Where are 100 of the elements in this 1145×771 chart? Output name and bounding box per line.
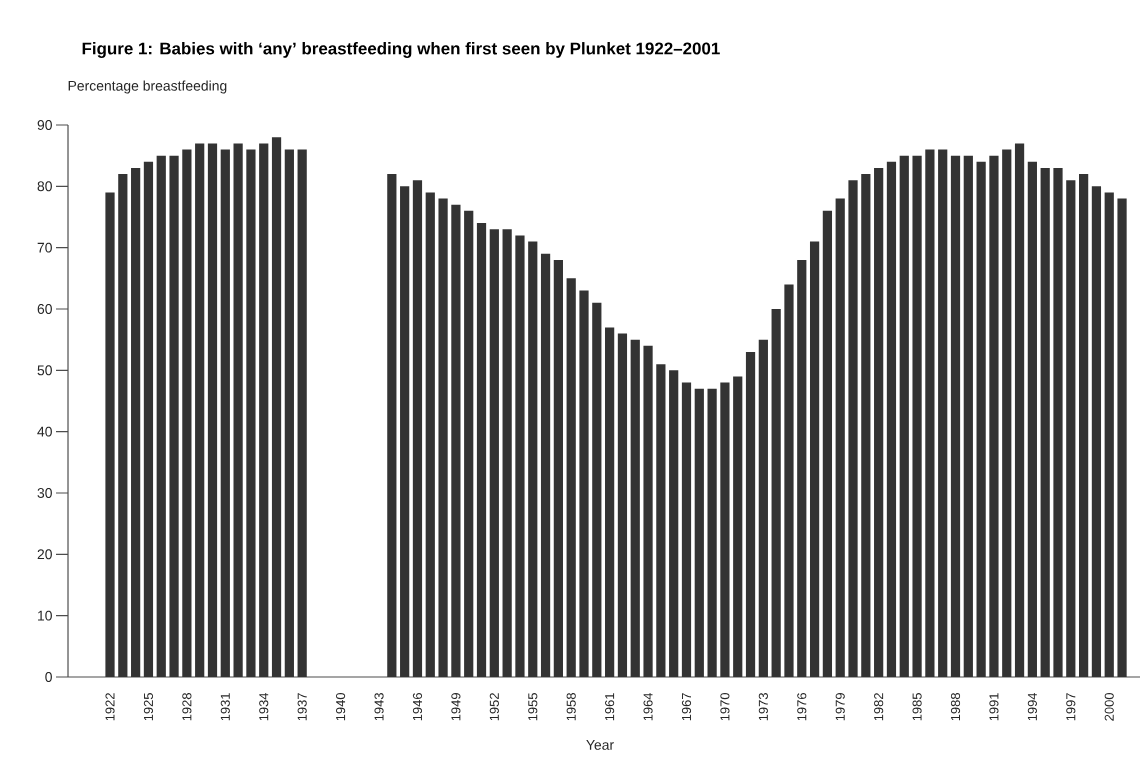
- y-tick-label: 0: [45, 672, 52, 682]
- x-tick-label: 1922: [105, 693, 115, 721]
- x-tick-label: 1991: [989, 693, 999, 721]
- bar: [412, 180, 423, 677]
- bar: [195, 143, 205, 677]
- y-tick-label: 10: [38, 610, 52, 621]
- bar: [950, 155, 961, 677]
- bar: [835, 198, 845, 677]
- bar: [297, 149, 307, 677]
- bar: [694, 388, 704, 677]
- bar: [1104, 192, 1114, 677]
- bar: [797, 259, 807, 677]
- x-tick-label: 1979: [835, 693, 845, 721]
- x-tick-label: 1967: [681, 693, 692, 721]
- bar: [118, 174, 128, 677]
- bar: [131, 167, 141, 677]
- bar: [169, 155, 179, 677]
- x-tick-label: 1955: [528, 693, 538, 721]
- bar: [233, 143, 243, 677]
- bar: [1027, 161, 1037, 677]
- bar: [989, 155, 999, 677]
- bar: [681, 382, 692, 677]
- x-tick-label: 1997: [1066, 693, 1076, 721]
- x-tick-label: 1946: [412, 693, 423, 721]
- bar: [669, 370, 679, 677]
- x-tick-label: 1976: [797, 693, 807, 721]
- x-tick-label: 1958: [566, 693, 576, 721]
- bar: [464, 210, 474, 677]
- bar: [143, 161, 154, 677]
- bar: [1053, 167, 1063, 677]
- bar: [1079, 174, 1089, 677]
- x-tick-label: 1940: [336, 693, 346, 721]
- bar: [976, 161, 986, 677]
- bar: [733, 376, 743, 677]
- bar: [771, 308, 781, 677]
- bar: [182, 149, 192, 677]
- bar: [284, 149, 294, 677]
- bar: [1091, 186, 1102, 677]
- bar: [476, 223, 487, 677]
- bar: [784, 284, 794, 677]
- bar: [1066, 180, 1076, 677]
- bar: [207, 143, 218, 677]
- bar: [745, 351, 756, 677]
- bar: [156, 155, 166, 677]
- y-tick-label: 20: [37, 549, 52, 560]
- bar: [656, 364, 666, 677]
- y-tick-label: 80: [37, 181, 52, 192]
- bar: [848, 180, 858, 677]
- bar: [105, 192, 115, 677]
- bar: [1014, 143, 1025, 677]
- x-tick-label: 1925: [143, 693, 154, 721]
- x-tick-label: 1961: [605, 693, 615, 721]
- bar: [886, 161, 897, 677]
- bar: [1002, 149, 1012, 677]
- bar: [720, 382, 730, 677]
- y-tick-label: 90: [37, 120, 52, 130]
- x-tick-label: 1943: [374, 693, 384, 721]
- y-tick-label: 60: [37, 304, 52, 314]
- x-tick-label: 1964: [643, 692, 653, 721]
- bar: [617, 333, 628, 677]
- bar: [566, 278, 576, 677]
- x-tick-label: 1949: [451, 693, 461, 721]
- bar: [899, 155, 909, 677]
- x-tick-label: 1988: [950, 693, 961, 721]
- y-tick-label: 70: [37, 242, 52, 253]
- bar: [809, 241, 820, 677]
- bar: [822, 210, 833, 677]
- bar: [579, 290, 589, 677]
- bar: [259, 143, 269, 677]
- y-tick-label: 40: [37, 426, 52, 437]
- chart-title: Figure 1: Babies with ‘any’ breastfeeding when first seen by Plunket 1922–2001: [82, 42, 720, 58]
- bar: [425, 192, 435, 677]
- y-tick-label: 30: [37, 488, 52, 498]
- bar: [400, 186, 410, 677]
- bar: [540, 253, 551, 677]
- x-tick-label: 1982: [874, 693, 884, 721]
- x-tick-label: 1928: [182, 693, 192, 721]
- bar: [271, 137, 282, 677]
- bar: [438, 198, 448, 677]
- bar: [246, 149, 256, 677]
- x-tick-label: 1937: [297, 693, 307, 721]
- bar: [605, 327, 615, 677]
- x-tick-label: 1970: [720, 693, 730, 721]
- bar: [938, 149, 948, 677]
- bar: [1117, 198, 1127, 677]
- bar: [387, 174, 397, 677]
- x-tick-label: 1994: [1027, 692, 1037, 721]
- y-tick-label: 50: [37, 365, 52, 376]
- bar: [861, 174, 871, 677]
- bar: [874, 167, 884, 677]
- bar: [707, 388, 717, 677]
- x-tick-label: 1985: [912, 693, 922, 721]
- y-axis-title: Percentage breastfeeding: [68, 80, 227, 94]
- bar: [502, 229, 512, 677]
- x-tick-label: 1952: [489, 693, 499, 721]
- x-axis-title: Year: [586, 740, 614, 750]
- bar: [912, 155, 922, 677]
- bar: [489, 229, 499, 677]
- bar: [630, 339, 640, 677]
- bar: [451, 204, 461, 677]
